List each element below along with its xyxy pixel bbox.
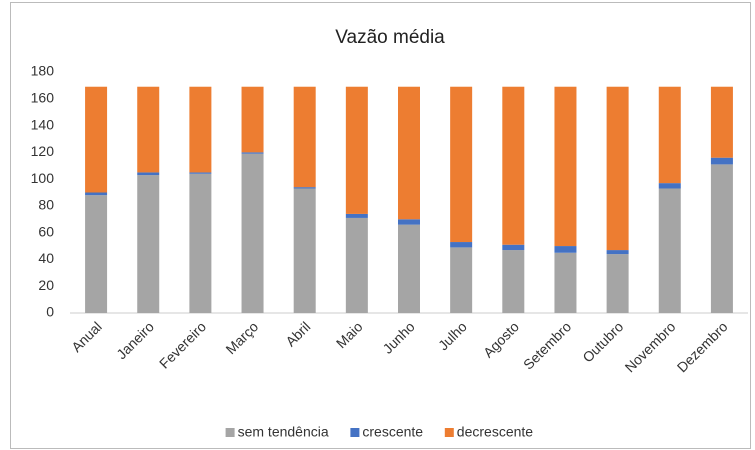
bar-segment xyxy=(658,86,681,184)
bar-segment xyxy=(398,219,420,225)
bar-segment xyxy=(450,86,473,243)
bar-segment xyxy=(554,246,577,253)
bar-segment xyxy=(293,187,316,189)
legend-label: decrescente xyxy=(457,424,533,440)
bar-segment xyxy=(241,153,264,313)
bar-segment xyxy=(554,252,577,313)
bar-segment xyxy=(710,164,733,313)
bar-segment xyxy=(137,86,160,173)
bar-segment xyxy=(502,250,525,313)
bar-segment xyxy=(398,224,420,313)
bar-segment xyxy=(554,86,577,247)
bar-segment xyxy=(293,86,316,188)
bar-segment xyxy=(502,244,525,251)
legend-swatch xyxy=(350,428,360,437)
bar-segment xyxy=(189,86,212,173)
bar-segment xyxy=(398,86,420,220)
bar-segment xyxy=(345,213,368,218)
y-tick-label: 120 xyxy=(31,143,55,159)
bar-segment xyxy=(189,172,212,174)
bar-segment xyxy=(137,172,160,176)
legend-label: sem tendência xyxy=(238,424,329,440)
bar-segment xyxy=(658,188,681,313)
chart-frame xyxy=(10,2,751,449)
y-tick-label: 60 xyxy=(38,223,54,239)
y-tick-label: 0 xyxy=(46,304,54,320)
bar-segment xyxy=(85,86,108,193)
bar-segment xyxy=(241,86,264,153)
chart-title: Vazão média xyxy=(335,27,445,48)
bar-segment xyxy=(606,250,629,255)
legend-swatch xyxy=(444,428,454,437)
bar-segment xyxy=(450,247,473,313)
bar-segment xyxy=(606,86,629,251)
legend-label: crescente xyxy=(362,424,423,440)
legend-swatch xyxy=(225,428,235,437)
y-tick-label: 180 xyxy=(31,63,55,79)
y-tick-label: 160 xyxy=(31,89,55,105)
y-tick-label: 40 xyxy=(38,250,54,266)
bar-segment xyxy=(502,86,525,245)
bar-segment xyxy=(189,173,212,313)
y-tick-label: 80 xyxy=(38,197,54,213)
bar-segment xyxy=(658,183,681,189)
bar-segment xyxy=(137,175,160,313)
y-tick-label: 140 xyxy=(31,116,55,132)
bar-segment xyxy=(710,86,733,158)
bar-segment xyxy=(710,157,733,165)
bar-segment xyxy=(293,188,316,313)
bar-segment xyxy=(345,217,368,313)
bar-segment xyxy=(85,192,108,196)
bar-segment xyxy=(85,195,108,313)
bar-segment xyxy=(606,254,629,313)
bar-segment xyxy=(241,152,264,154)
y-tick-label: 20 xyxy=(38,277,54,293)
y-tick-label: 100 xyxy=(31,170,55,186)
bar-segment xyxy=(345,86,368,214)
bar-segment xyxy=(450,242,473,248)
